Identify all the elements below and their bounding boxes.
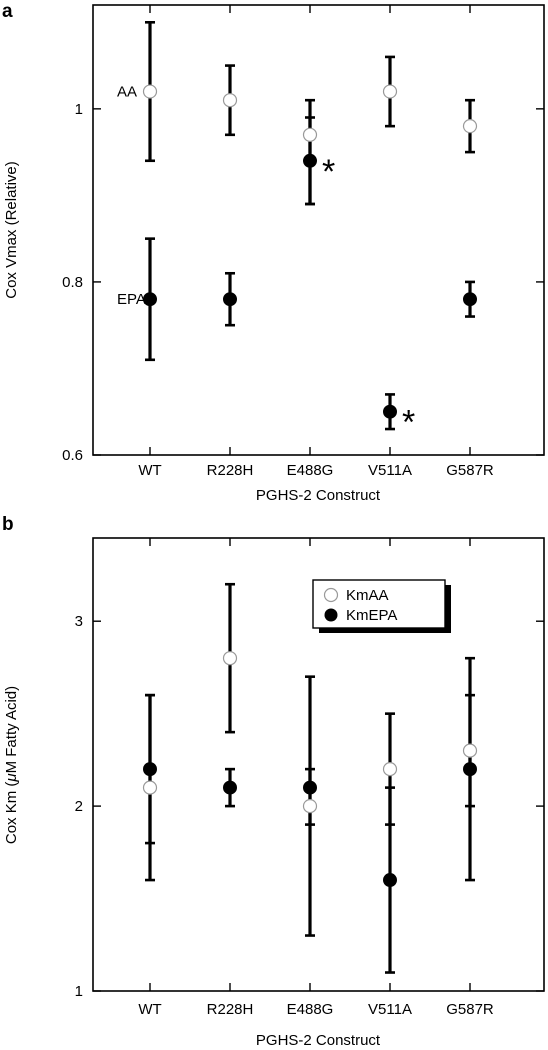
panel-a-data-marks: AA EPA * * (117, 21, 478, 442)
point-kmaa-wt (142, 780, 158, 795)
point-kmaa-v511a (382, 762, 398, 777)
panel-b-letter: b (2, 514, 14, 535)
panel-a: a 0.6 0.8 1 WT R228H E488G V511A G587R AA EPA * *… (2, 1, 545, 504)
y-tick-label: 1 (75, 101, 83, 118)
panel-a-plot-frame (92, 4, 545, 456)
legend-label-kmepa: KmEPA (346, 607, 397, 624)
x-tick-label-v511a: V511A (368, 1001, 412, 1018)
point-aa-wt (142, 84, 158, 99)
point-aa-g587r (462, 119, 478, 134)
x-tick-label-r228h: R228H (207, 462, 254, 479)
series-label-aa: AA (117, 84, 137, 101)
panel-a-y-axis-title: Cox Vmax (Relative) (3, 161, 20, 299)
panel-b-y-axis-title-suffix: M Fatty Acid) (3, 686, 20, 774)
panel-b-y-axis-title-mu: μ (3, 773, 20, 782)
y-tick-label: 2 (75, 798, 83, 815)
point-epa-wt (143, 292, 157, 307)
point-kmaa-e488g (302, 799, 318, 814)
legend-label-kmaa: KmAA (346, 587, 389, 604)
point-epa-r228h (223, 292, 237, 307)
panel-b: b 1 2 3 WT R228H E488G V511A G587R Cox Km (μM … (2, 514, 545, 1049)
panel-b-y-axis-title: Cox Km (μM Fatty Acid) (3, 686, 20, 844)
point-kmepa-v511a (383, 873, 397, 888)
legend-marker-kmepa (324, 608, 338, 622)
point-kmepa-r228h (223, 780, 237, 795)
point-kmepa-g587r (463, 762, 477, 777)
x-tick-label-v511a: V511A (368, 462, 412, 479)
point-aa-v511a (382, 84, 398, 99)
panel-b-x-axis: WT R228H E488G V511A G587R (138, 538, 494, 1018)
x-tick-label-r228h: R228H (207, 1001, 254, 1018)
panel-b-legend: KmAA KmEPA (312, 579, 451, 633)
panel-b-y-axis: 1 2 3 (75, 613, 544, 1000)
x-tick-label-wt: WT (138, 1001, 161, 1018)
panel-a-x-axis-title: PGHS-2 Construct (256, 487, 381, 504)
significance-star: * (322, 153, 335, 191)
point-aa-e488g (302, 127, 318, 142)
panel-b-y-axis-title-prefix: Cox Km ( (3, 782, 20, 845)
panel-b-plot-frame (92, 537, 545, 992)
point-epa-e488g (303, 153, 317, 168)
series-label-epa: EPA (117, 291, 146, 308)
panel-b-data-marks (142, 582, 478, 974)
x-tick-label-g587r: G587R (446, 462, 494, 479)
x-tick-label-g587r: G587R (446, 1001, 494, 1018)
x-tick-label-e488g: E488G (287, 462, 334, 479)
legend-marker-kmaa (323, 587, 339, 603)
point-epa-g587r (463, 292, 477, 307)
y-tick-label: 1 (75, 983, 83, 1000)
panel-b-x-axis-title: PGHS-2 Construct (256, 1032, 381, 1049)
y-tick-label: 0.8 (62, 274, 83, 291)
point-aa-r228h (222, 93, 238, 108)
panel-a-letter: a (2, 1, 13, 22)
point-kmepa-e488g (303, 780, 317, 795)
point-kmaa-g587r (462, 743, 478, 758)
panel-a-y-axis: 0.6 0.8 1 (62, 101, 544, 464)
x-tick-label-wt: WT (138, 462, 161, 479)
point-epa-v511a (383, 404, 397, 419)
point-kmepa-wt (143, 762, 157, 777)
significance-star: * (402, 404, 415, 442)
panel-a-x-axis: WT R228H E488G V511A G587R (138, 5, 494, 479)
y-tick-label: 3 (75, 613, 83, 630)
x-tick-label-e488g: E488G (287, 1001, 334, 1018)
point-kmaa-r228h (222, 651, 238, 666)
y-tick-label: 0.6 (62, 447, 83, 464)
